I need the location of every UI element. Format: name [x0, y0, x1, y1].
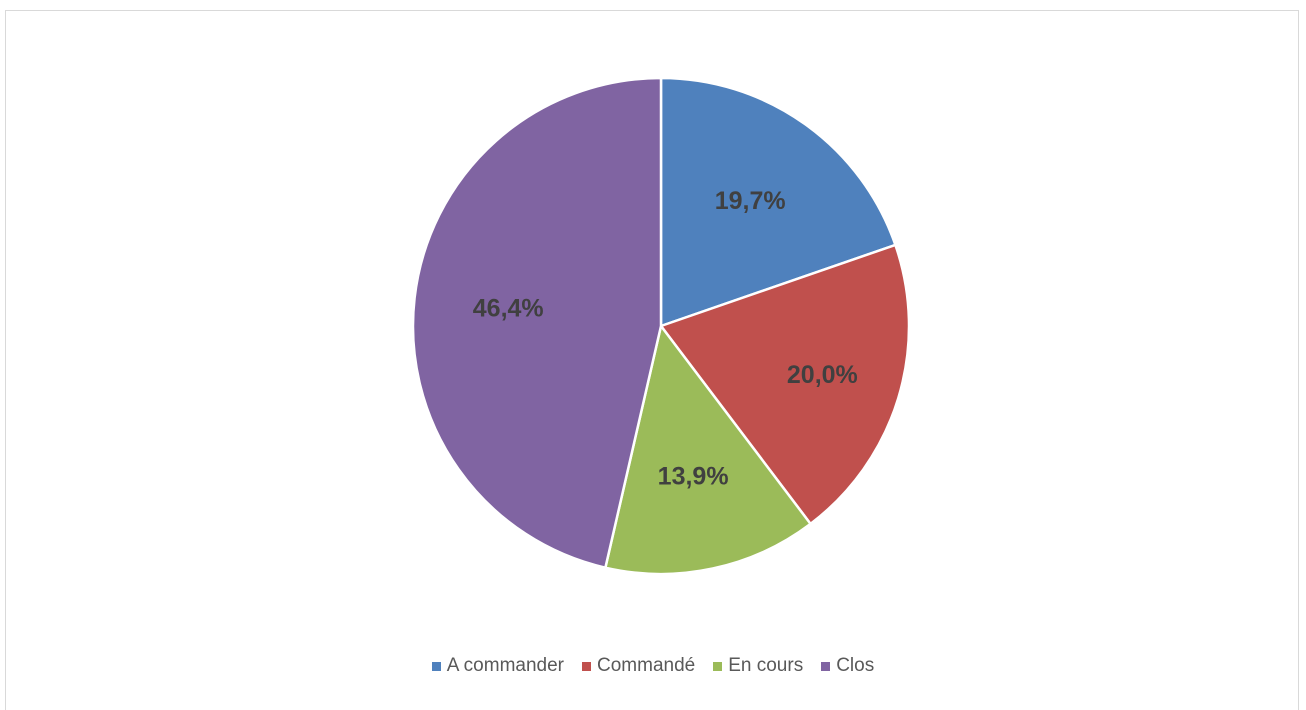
data-label-commande: 20,0%	[787, 361, 858, 389]
pie-slice-clos	[411, 76, 663, 569]
pie-slice-en-cours	[604, 324, 812, 576]
legend-item-commande: Commandé	[582, 655, 695, 677]
legend: A commander Commandé En cours Clos	[0, 655, 1306, 677]
legend-item-clos: Clos	[821, 655, 874, 677]
legend-label-a-commander: A commander	[446, 655, 564, 676]
legend-swatch-commande	[582, 661, 591, 671]
legend-label-clos: Clos	[836, 655, 875, 676]
data-label-a-commander: 19,7%	[715, 187, 786, 215]
legend-swatch-en-cours	[713, 661, 723, 671]
legend-label-en-cours: En cours	[728, 655, 804, 676]
legend-swatch-a-commander	[431, 661, 441, 671]
legend-item-a-commander: A commander	[431, 655, 564, 677]
pie-slice-commande	[659, 243, 911, 526]
legend-item-en-cours: En cours	[713, 655, 803, 677]
data-label-clos: 46,4%	[473, 295, 544, 323]
legend-label-commande: Commandé	[597, 655, 696, 676]
data-label-en-cours: 13,9%	[658, 462, 729, 490]
legend-swatch-clos	[821, 661, 831, 671]
